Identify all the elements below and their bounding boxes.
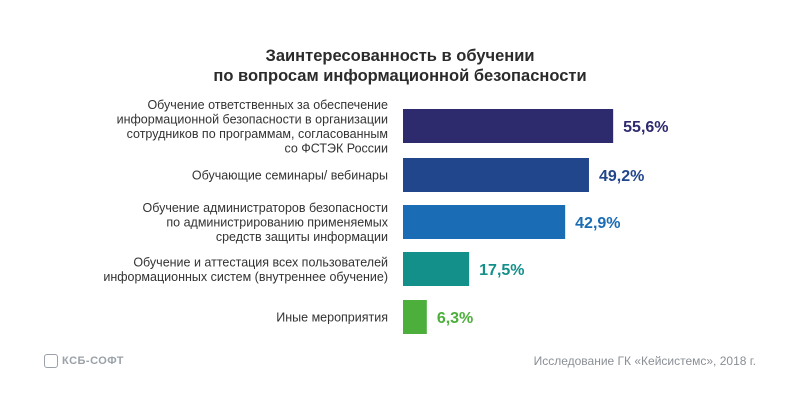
bar-value-label-1: 55,6% [623,119,668,136]
bar-value-label-3: 42,9% [575,215,620,232]
chart-title-line-2: по вопросам информационной безопасности [213,67,587,85]
chart-title-line-1: Заинтересованность в обучении [265,47,535,65]
category-label-line: со ФСТЭК России [284,141,388,155]
category-label-5: Иные мероприятия [276,311,388,325]
brand-logo: КСБ-СОФТ [44,354,124,368]
category-label-line: информационных систем (внутреннее обучен… [103,270,388,284]
category-label-4: Обучение и аттестация всех пользователей… [103,255,388,284]
logo-mark-icon [44,354,58,368]
bar-3 [403,205,566,239]
logo-text: КСБ-СОФТ [62,355,124,367]
category-label-line: Обучение и аттестация всех пользователей [133,255,388,269]
category-label-2: Обучающие семинары/ вебинары [192,169,388,183]
bar-value-label-4: 17,5% [479,262,524,279]
chart-title: Заинтересованность в обучении по вопроса… [0,46,800,86]
category-label-line: Обучение ответственных за обеспечение [147,98,388,112]
category-label-line: сотрудников по программам, согласованным [127,127,388,141]
category-label-line: Иные мероприятия [276,311,388,325]
bar-5 [403,300,427,334]
category-label-line: Обучение администраторов безопасности [142,201,388,215]
bar-4 [403,252,470,286]
source-note: Исследование ГК «Кейсистемс», 2018 г. [533,354,756,368]
category-label-1: Обучение ответственных за обеспечение инф… [117,98,388,156]
category-label-3: Обучение администраторов безопасности по … [142,201,388,244]
category-label-line: по администрированию применяемых [166,216,388,230]
bar-value-label-5: 6,3% [437,310,473,327]
bar-value-label-2: 49,2% [599,168,644,185]
bar-2 [403,158,589,192]
category-label-line: Обучающие семинары/ вебинары [192,169,388,183]
bar-1 [403,109,614,143]
category-label-line: средств защиты информации [216,230,388,244]
category-label-line: информационной безопасности в организаци… [117,112,388,126]
